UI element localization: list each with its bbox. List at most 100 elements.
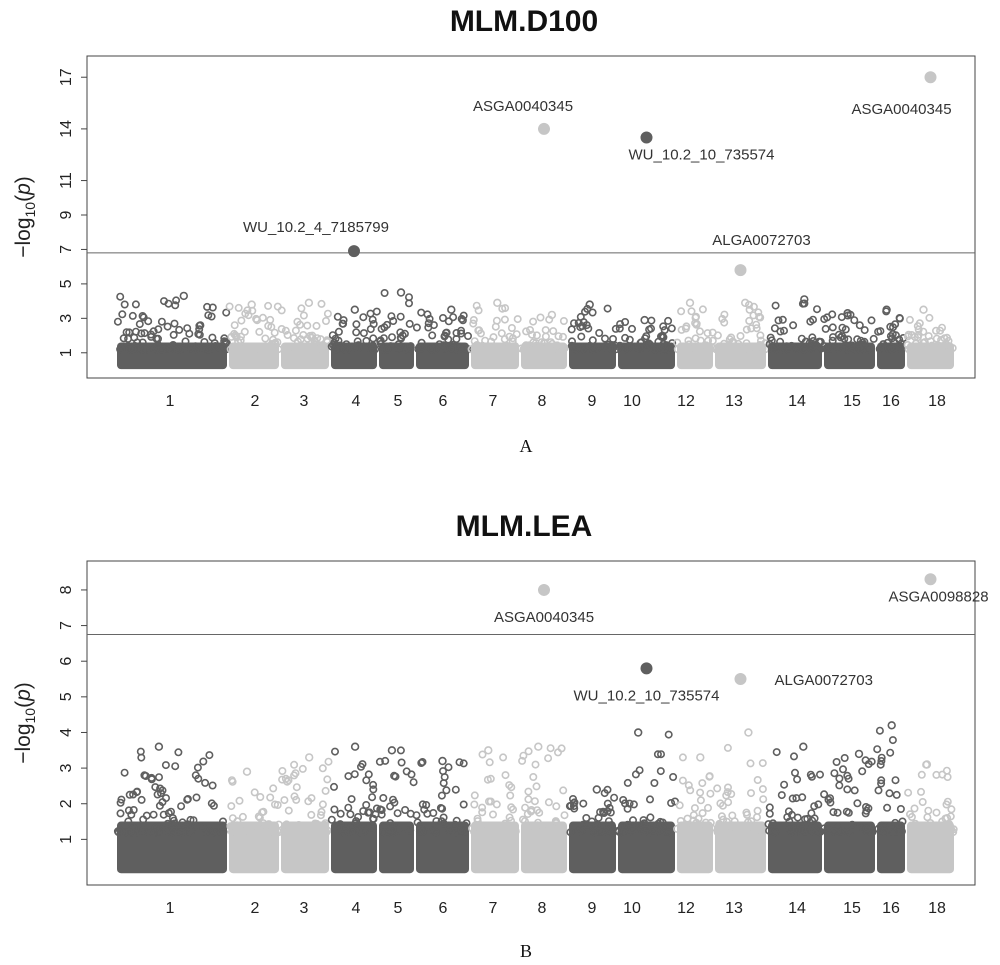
snp-point — [312, 819, 321, 828]
snp-point — [650, 778, 659, 787]
snp-point — [604, 817, 613, 826]
snp-point — [758, 785, 767, 794]
snp-point — [755, 827, 764, 836]
snp-point — [658, 342, 667, 351]
snp-point — [261, 334, 270, 343]
snp-point — [554, 332, 563, 341]
snp-point — [458, 316, 467, 325]
snp-point — [505, 781, 514, 790]
snp-point — [215, 343, 224, 352]
snp-point — [457, 329, 466, 338]
snp-point — [701, 818, 710, 827]
snp-point — [653, 750, 662, 759]
snp-point — [290, 771, 299, 780]
snp-point — [926, 337, 935, 346]
snp-point — [250, 788, 259, 797]
snp-point — [388, 825, 397, 834]
significant-snp-point — [734, 264, 747, 277]
snp-point — [566, 828, 575, 837]
snp-point — [125, 827, 134, 836]
snp-point — [222, 338, 231, 347]
snp-point — [521, 803, 530, 812]
snp-point — [230, 321, 239, 330]
snp-point — [401, 805, 410, 814]
x-tick-label: 4 — [352, 393, 361, 410]
snp-point — [369, 319, 378, 328]
snp-point — [321, 819, 330, 828]
chromosome-14-peak-point — [800, 295, 809, 304]
snp-point — [524, 787, 533, 796]
snp-point — [409, 778, 418, 787]
chromosome-3-peak-point — [304, 298, 314, 307]
snp-point — [932, 808, 941, 817]
snp-point — [713, 827, 722, 836]
snp-point — [753, 775, 762, 784]
snp-point — [861, 802, 870, 811]
snp-point — [579, 799, 588, 808]
snp-point — [696, 796, 705, 805]
x-tick-label: 12 — [677, 393, 695, 410]
snp-point — [698, 809, 707, 818]
snp-point — [595, 328, 604, 337]
snp-point — [506, 827, 515, 836]
snp-point — [828, 323, 837, 332]
snp-point — [544, 798, 553, 807]
chromosome-16-peak-point — [882, 305, 891, 314]
snp-point — [755, 312, 764, 321]
snp-point — [553, 748, 562, 757]
snp-point — [160, 297, 169, 306]
snp-point — [678, 776, 687, 785]
snp-point — [820, 824, 829, 833]
snp-point — [524, 747, 533, 756]
snp-point — [344, 772, 353, 781]
snp-point — [316, 811, 325, 820]
snp-point — [437, 817, 446, 826]
snp-point — [501, 771, 510, 780]
snp-point — [387, 333, 396, 342]
snp-point — [810, 814, 819, 823]
snp-point — [219, 817, 228, 826]
chromosome-9-peak-point — [592, 785, 601, 794]
significant-snp-point — [640, 131, 653, 144]
snp-point — [532, 331, 541, 340]
snp-point — [270, 328, 279, 337]
snp-point — [237, 316, 246, 325]
chromosome-15-peak-point — [854, 749, 864, 759]
snp-point — [500, 315, 509, 324]
snp-point — [185, 329, 194, 338]
snp-point — [424, 323, 433, 332]
snp-point — [240, 327, 249, 336]
snp-point — [404, 826, 413, 835]
snp-point — [493, 828, 502, 837]
snp-point — [390, 771, 399, 780]
snp-point — [208, 303, 217, 312]
snp-point — [369, 785, 378, 794]
snp-point — [888, 828, 897, 837]
snp-point — [862, 824, 871, 833]
snp-point — [560, 811, 569, 820]
snp-point — [283, 777, 292, 786]
plot-frame — [86, 55, 976, 379]
snp-point — [722, 817, 731, 826]
snp-point — [253, 828, 262, 837]
chromosome-13-points — [713, 728, 768, 874]
snp-point — [282, 820, 291, 829]
snp-point — [833, 808, 842, 817]
snp-annotation-label: WU_10.2_10_735574 — [629, 147, 775, 164]
snp-point — [318, 800, 327, 809]
chromosome-14-peak-point — [799, 742, 808, 751]
snp-point — [133, 787, 142, 796]
chromosome-12-points — [673, 298, 717, 370]
snp-point — [729, 337, 738, 346]
snp-annotation-label: WU_10.2_4_7185799 — [243, 219, 389, 236]
snp-point — [615, 324, 624, 333]
snp-point — [511, 827, 520, 836]
plot-frame — [86, 560, 976, 886]
snp-point — [869, 334, 878, 343]
x-tick-label: 3 — [300, 393, 309, 410]
snp-point — [233, 817, 242, 826]
snp-point — [336, 809, 345, 818]
x-tick-label: 5 — [394, 393, 403, 410]
snp-point — [722, 826, 731, 835]
